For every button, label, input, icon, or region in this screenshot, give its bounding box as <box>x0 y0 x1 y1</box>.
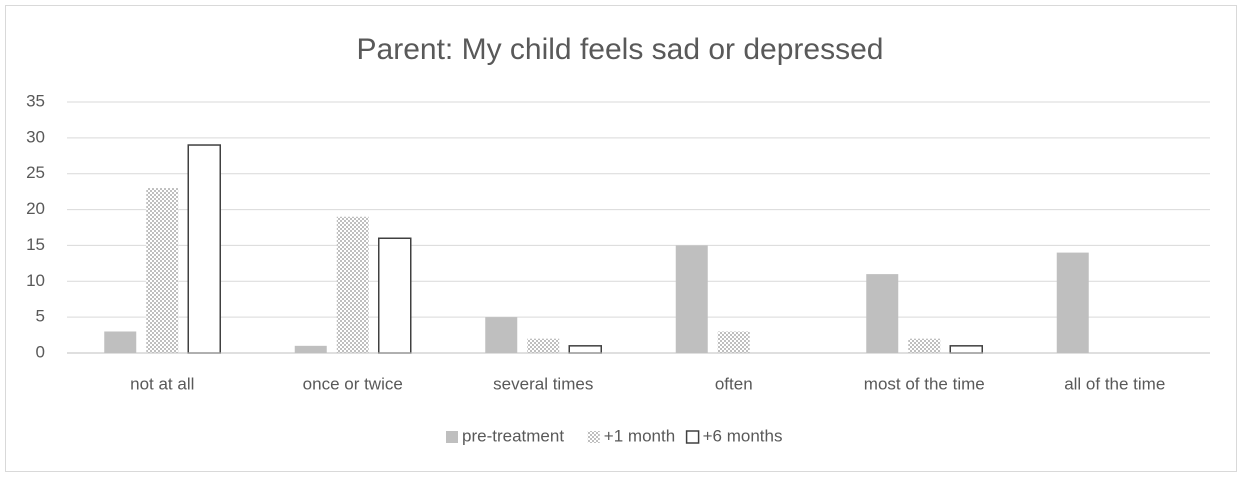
bar <box>949 345 983 354</box>
legend-label: +1 month <box>604 426 675 445</box>
bar <box>378 237 412 354</box>
x-tick-label: often <box>715 374 753 393</box>
x-tick-label: most of the time <box>864 374 985 393</box>
bar <box>675 245 708 353</box>
legend-label: pre-treatment <box>462 426 564 445</box>
bar <box>146 188 179 353</box>
legend-swatch <box>685 430 700 444</box>
bar <box>485 317 518 353</box>
y-tick-label: 20 <box>26 199 45 218</box>
x-tick-label: not at all <box>130 374 194 393</box>
chart-title: Parent: My child feels sad or depressed <box>357 33 884 66</box>
x-tick-label: all of the time <box>1064 374 1165 393</box>
bar <box>527 338 560 353</box>
bar <box>717 331 750 353</box>
legend-swatch <box>446 431 458 443</box>
bar <box>294 345 327 353</box>
x-tick-label: several times <box>493 374 593 393</box>
y-tick-label: 25 <box>26 163 45 182</box>
y-tick-label: 5 <box>36 307 45 326</box>
x-tick-label: once or twice <box>303 374 403 393</box>
y-tick-label: 0 <box>36 342 45 361</box>
bar <box>104 331 137 353</box>
y-tick-label: 15 <box>26 235 45 254</box>
legend-swatch <box>587 431 600 443</box>
legend-label: +6 months <box>703 426 783 445</box>
bar <box>908 338 941 353</box>
y-tick-label: 30 <box>26 127 45 146</box>
bar <box>866 274 899 353</box>
bar <box>187 144 221 354</box>
bar <box>1056 252 1089 353</box>
y-tick-label: 35 <box>26 91 45 110</box>
bar <box>336 216 369 353</box>
bar <box>568 345 602 354</box>
y-tick-label: 10 <box>26 271 45 290</box>
